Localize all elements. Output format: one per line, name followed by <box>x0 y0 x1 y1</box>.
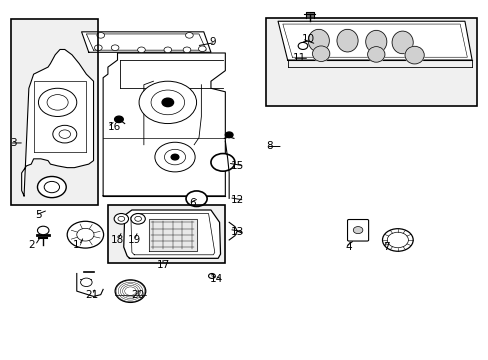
Text: 9: 9 <box>209 37 215 48</box>
Text: 2: 2 <box>28 240 35 250</box>
Circle shape <box>97 32 104 38</box>
Text: 16: 16 <box>108 122 121 132</box>
Circle shape <box>352 226 362 234</box>
Circle shape <box>298 42 307 49</box>
Circle shape <box>137 47 145 53</box>
Circle shape <box>163 47 171 53</box>
Circle shape <box>115 280 145 302</box>
Circle shape <box>59 130 70 138</box>
Ellipse shape <box>312 46 329 62</box>
Circle shape <box>386 232 407 248</box>
Bar <box>11 19 98 205</box>
Circle shape <box>162 98 173 107</box>
Circle shape <box>151 90 184 115</box>
Ellipse shape <box>307 30 328 52</box>
Text: 6: 6 <box>189 198 196 208</box>
Circle shape <box>67 221 103 248</box>
Polygon shape <box>278 21 471 60</box>
Circle shape <box>155 142 195 172</box>
Circle shape <box>185 191 207 207</box>
Circle shape <box>77 228 94 241</box>
Circle shape <box>208 274 215 278</box>
Ellipse shape <box>367 47 384 62</box>
Circle shape <box>38 226 49 235</box>
Ellipse shape <box>365 30 386 53</box>
Circle shape <box>47 95 68 110</box>
Text: 15: 15 <box>231 161 244 171</box>
Bar <box>109 206 224 262</box>
Polygon shape <box>123 210 220 258</box>
Text: 19: 19 <box>127 235 141 245</box>
Circle shape <box>118 216 124 221</box>
Circle shape <box>114 116 123 122</box>
Circle shape <box>81 278 92 287</box>
Circle shape <box>131 213 145 224</box>
Circle shape <box>210 153 234 171</box>
Text: 7: 7 <box>383 242 389 252</box>
Bar <box>266 18 475 105</box>
Ellipse shape <box>336 30 357 52</box>
Circle shape <box>38 176 66 198</box>
Bar <box>108 205 225 263</box>
Circle shape <box>94 45 102 50</box>
Text: 5: 5 <box>35 210 41 220</box>
Circle shape <box>53 125 77 143</box>
Text: 10: 10 <box>302 34 314 44</box>
Circle shape <box>183 47 190 53</box>
Circle shape <box>114 213 128 224</box>
Bar <box>265 18 476 106</box>
Text: 11: 11 <box>292 53 305 63</box>
Circle shape <box>185 32 193 38</box>
Circle shape <box>164 149 185 165</box>
Circle shape <box>139 81 196 123</box>
Text: 17: 17 <box>156 260 169 270</box>
Text: 18: 18 <box>111 235 124 245</box>
Bar <box>12 20 97 204</box>
Text: 4: 4 <box>345 242 351 252</box>
Circle shape <box>171 154 179 160</box>
Text: 20: 20 <box>131 290 144 300</box>
Circle shape <box>39 88 77 117</box>
Circle shape <box>111 45 119 50</box>
FancyBboxPatch shape <box>347 220 368 241</box>
Text: 13: 13 <box>231 227 244 237</box>
Text: 8: 8 <box>265 141 272 152</box>
Circle shape <box>225 132 232 138</box>
Text: 14: 14 <box>209 274 223 284</box>
Polygon shape <box>103 53 225 196</box>
Circle shape <box>382 229 412 251</box>
Polygon shape <box>148 219 196 251</box>
Text: 1: 1 <box>72 240 79 250</box>
Polygon shape <box>81 32 210 52</box>
Text: 12: 12 <box>231 195 244 205</box>
Ellipse shape <box>404 46 424 64</box>
Circle shape <box>135 216 141 221</box>
Ellipse shape <box>391 31 412 54</box>
Circle shape <box>198 46 206 51</box>
Polygon shape <box>21 49 93 196</box>
Circle shape <box>44 181 60 193</box>
Text: 21: 21 <box>85 290 99 300</box>
Text: 3: 3 <box>10 138 16 148</box>
